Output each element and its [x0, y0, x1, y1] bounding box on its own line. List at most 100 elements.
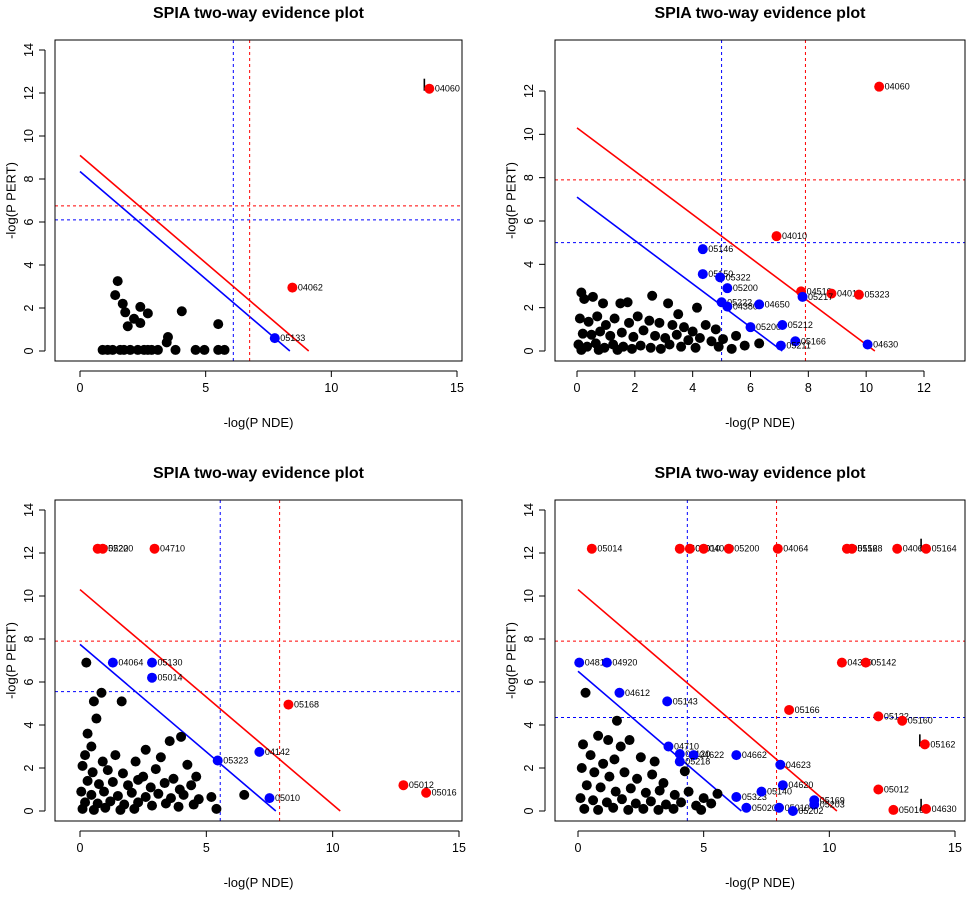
- y-tick-label: 14: [22, 503, 36, 517]
- data-point: [603, 735, 614, 746]
- blue-diagonal-threshold: [79, 643, 277, 812]
- x-tick-label: 10: [324, 381, 338, 395]
- data-point: [650, 330, 661, 341]
- x-axis: 0 2 4 6 8 10 12 -log(P NDE): [574, 370, 931, 430]
- y-tick-label: 2: [22, 764, 36, 771]
- red-diagonal-threshold: [79, 154, 310, 352]
- point-label: 04630: [873, 340, 898, 350]
- data-point: [190, 344, 201, 355]
- data-point-04010: [771, 231, 782, 242]
- point-label: 04510: [807, 286, 832, 296]
- data-point-05133: [269, 333, 280, 344]
- data-point: [102, 765, 113, 776]
- y-tick-label: 0: [22, 807, 36, 814]
- y-tick-label: 6: [522, 678, 536, 685]
- point-label: 04620: [788, 780, 813, 790]
- chart-title: SPIA two-way evidence plot: [654, 5, 866, 22]
- data-point: [142, 308, 153, 319]
- point-label: 04623: [786, 760, 811, 770]
- y-tick-label: 8: [522, 174, 536, 181]
- data-point: [211, 803, 222, 814]
- data-point-05142: [860, 657, 871, 668]
- y-tick-label: 8: [522, 635, 536, 642]
- data-point-05140: [756, 786, 767, 797]
- data-point-04920: [601, 657, 612, 668]
- y-tick-label: 0: [22, 347, 36, 354]
- data-point: [160, 798, 171, 809]
- data-point-04010: [698, 543, 709, 554]
- data-point-04380: [722, 301, 733, 312]
- point-label: 04810: [585, 658, 610, 668]
- y-tick-label: 0: [522, 807, 536, 814]
- point-label: 05166: [801, 336, 826, 346]
- data-point: [77, 760, 88, 771]
- y-tick-label: 4: [522, 721, 536, 728]
- data-point: [694, 333, 705, 343]
- data-point-04612: [614, 687, 625, 698]
- y-tick-label: 4: [22, 721, 36, 728]
- data-point: [126, 787, 137, 798]
- data-point: [125, 344, 136, 355]
- data-point-05132: [873, 711, 884, 722]
- x-tick-label: 10: [822, 841, 836, 855]
- data-point-05211: [775, 340, 786, 351]
- data-point: [213, 319, 224, 330]
- data-point: [595, 782, 606, 793]
- y-tick-label: 8: [22, 175, 36, 182]
- data-point: [706, 798, 717, 809]
- point-label: 05168: [294, 700, 319, 710]
- x-tick-label: 10: [859, 381, 873, 395]
- point-label: 05162: [930, 739, 955, 749]
- data-point-04064: [772, 543, 783, 554]
- point-label: 04630: [932, 804, 957, 814]
- data-point: [130, 756, 141, 767]
- data-point-05164: [921, 543, 932, 554]
- data-point: [610, 786, 621, 797]
- point-label: 05323: [223, 755, 248, 765]
- blue-diagonal-threshold: [577, 670, 742, 812]
- data-point: [692, 302, 703, 313]
- red-diagonal-threshold: [576, 127, 876, 352]
- panel-2: SPIA two-way evidence plot04060040100451…: [504, 5, 966, 430]
- data-point-04010: [674, 543, 685, 554]
- y-axis: 0 2 4 6 8 10 12 14 -log(P PERT): [4, 43, 46, 354]
- data-point-05143: [662, 696, 673, 707]
- point-label: 04062: [298, 283, 323, 293]
- data-point: [206, 792, 217, 803]
- data-point: [115, 804, 126, 815]
- data-point-05150: [697, 269, 708, 280]
- y-axis-label: -log(P PERT): [504, 622, 519, 699]
- point-label: 05322: [726, 272, 751, 282]
- data-point-05014: [586, 543, 597, 554]
- data-point-05014: [147, 672, 158, 683]
- data-point: [653, 804, 664, 815]
- data-point-05168: [283, 699, 294, 710]
- x-tick-label: 10: [326, 841, 340, 855]
- data-point: [644, 315, 655, 326]
- point-label: 05010: [275, 793, 300, 803]
- x-tick-label: 8: [805, 381, 812, 395]
- point-label: 04010: [685, 544, 710, 554]
- threshold-lines: [555, 500, 965, 821]
- data-point: [188, 799, 199, 810]
- data-point: [178, 789, 189, 800]
- chart-title: SPIA two-way evidence plot: [153, 465, 365, 482]
- y-axis-label: -log(P PERT): [4, 162, 19, 239]
- data-point: [654, 785, 665, 796]
- data-point-04650: [754, 299, 765, 310]
- panel-1: SPIA two-way evidence plot04060040620513…: [4, 5, 464, 430]
- point-label: 05202: [798, 806, 823, 816]
- data-point-04630: [862, 339, 873, 350]
- y-tick-label: 10: [522, 589, 536, 603]
- data-point: [690, 342, 701, 353]
- data-point-04710: [149, 543, 160, 554]
- point-label: 05130: [158, 658, 183, 668]
- point-label: 05164: [932, 544, 957, 554]
- x-tick-label: 0: [575, 841, 582, 855]
- point-label: 04380: [733, 302, 758, 312]
- data-point-05218: [674, 756, 685, 767]
- data-point: [598, 758, 609, 769]
- data-point-04064: [107, 657, 118, 668]
- point-label: 05133: [280, 333, 305, 343]
